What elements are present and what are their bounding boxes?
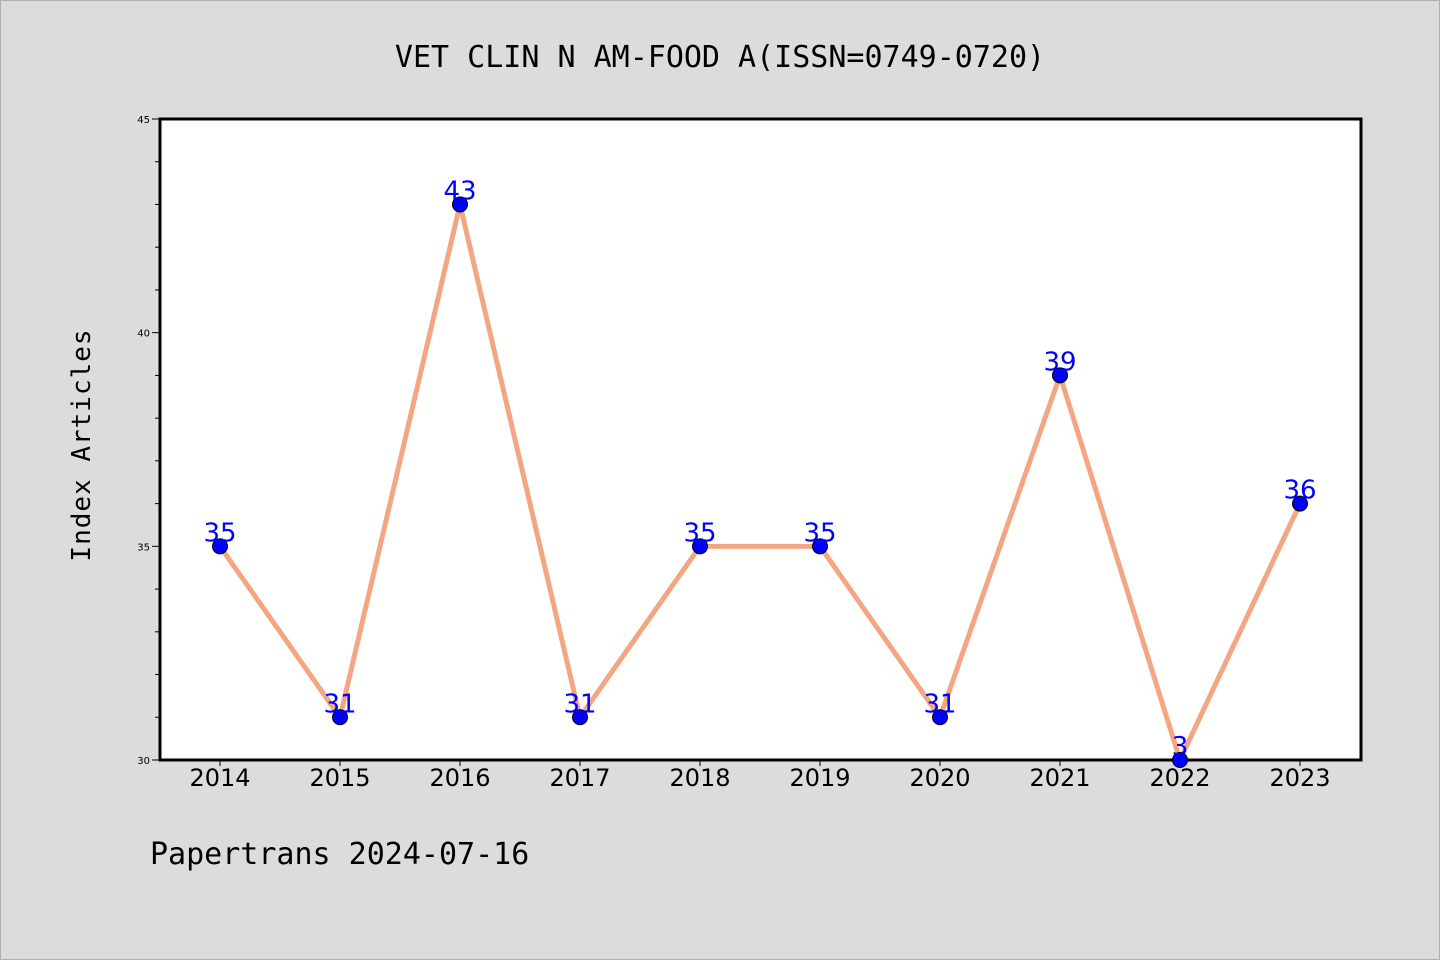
x-tick-label: 2023 (1269, 764, 1330, 792)
data-point-marker (1172, 752, 1188, 768)
data-label: 35 (803, 518, 836, 548)
x-tick-label: 2022 (1149, 764, 1210, 792)
data-label: 31 (923, 689, 956, 719)
data-point-marker (812, 538, 828, 555)
y-tick-labels: 30 35 40 45 (137, 115, 150, 767)
footer-watermark: Papertrans 2024-07-16 (150, 837, 529, 872)
y-tick-label: 40 (137, 329, 150, 340)
series-line-group (217, 201, 1303, 763)
data-label: 39 (1043, 347, 1076, 377)
data-point-marker (1052, 367, 1068, 384)
plot-area (158, 117, 1363, 762)
data-label: 31 (563, 689, 596, 719)
data-labels: 35 31 43 31 35 35 31 39 3 36 (203, 176, 1316, 762)
x-tick-label: 2014 (189, 764, 250, 792)
x-ticks: 2014 2015 2016 2017 2018 2019 2020 2021 2022 2023 (189, 760, 1331, 792)
x-tick-label: 2017 (549, 764, 610, 792)
data-point-marker (212, 538, 228, 555)
data-label: 31 (323, 689, 356, 719)
x-tick-label: 2020 (909, 764, 970, 792)
data-label: 3 (1172, 732, 1189, 762)
y-tick-label: 35 (137, 542, 150, 553)
y-tick-label: 30 (137, 756, 150, 767)
y-tick-label: 45 (137, 115, 150, 126)
data-label: 43 (443, 176, 476, 206)
data-point-marker (332, 709, 348, 726)
y-minor-ticks (152, 118, 160, 761)
data-point-marker (692, 538, 708, 555)
data-point-marker (1292, 495, 1308, 512)
data-point-marker (452, 196, 468, 213)
chart-title: VET CLIN N AM-FOOD A(ISSN=0749-0720) (395, 40, 1045, 75)
x-tick-label: 2019 (789, 764, 850, 792)
data-label: 36 (1283, 476, 1316, 506)
x-tick-label: 2015 (309, 764, 370, 792)
series-line (217, 201, 1303, 763)
data-label: 35 (683, 518, 716, 548)
data-point-marker (932, 709, 948, 726)
data-label: 35 (203, 518, 236, 548)
y-axis-label: Index Articles (67, 328, 97, 561)
data-points (212, 196, 1308, 768)
x-tick-label: 2018 (669, 764, 730, 792)
data-point-marker (572, 709, 588, 726)
x-tick-label: 2021 (1029, 764, 1090, 792)
x-tick-label: 2016 (429, 764, 490, 792)
